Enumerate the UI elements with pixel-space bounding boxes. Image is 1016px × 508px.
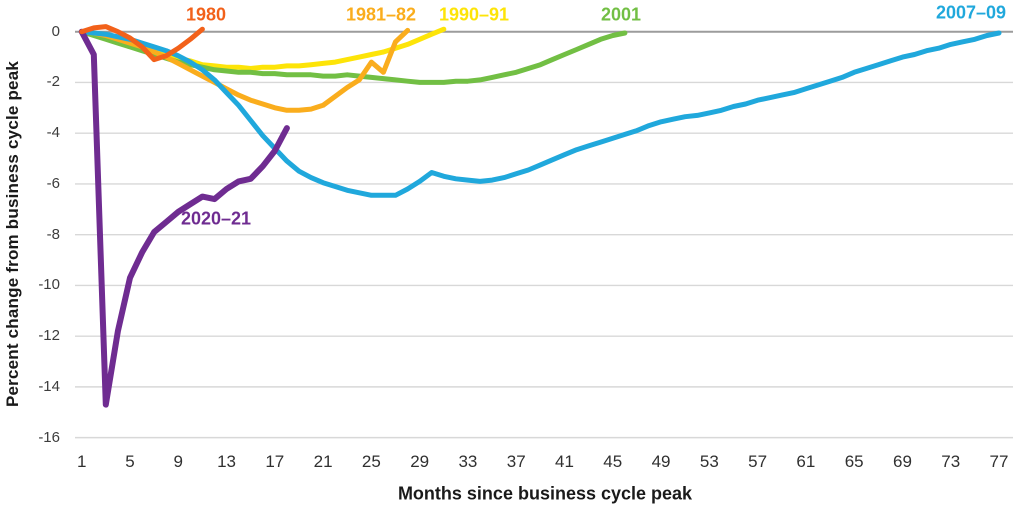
series-label-2020-21: 2020–21 [180, 208, 252, 229]
x-tick-label: 61 [796, 452, 816, 471]
x-tick-label: 65 [844, 452, 864, 471]
x-tick-label: 17 [265, 452, 285, 471]
series-label-2001: 2001 [600, 4, 642, 25]
x-tick-label: 33 [458, 452, 478, 471]
series-line-2020-21 [78, 28, 290, 408]
series-label-1990-91: 1990–91 [438, 4, 510, 25]
series-label-1980: 1980 [185, 4, 227, 25]
x-tick-label: 77 [989, 452, 1009, 471]
x-tick-label: 1 [76, 452, 87, 471]
y-tick-label: -2 [46, 73, 60, 91]
series-label-2007-09: 2007–09 [935, 2, 1007, 23]
y-tick-label: -6 [46, 174, 60, 192]
y-tick-label: -4 [46, 124, 60, 142]
x-tick-label: 49 [651, 452, 671, 471]
series-line-2007-09 [79, 29, 1002, 198]
y-tick-label: -10 [38, 276, 60, 294]
x-tick-label: 45 [603, 452, 623, 471]
y-tick-label: -16 [38, 428, 60, 446]
x-tick-label: 53 [699, 452, 719, 471]
y-tick-label: -8 [46, 225, 60, 243]
series-label-1981-82: 1981–82 [345, 4, 417, 25]
x-tick-label: 5 [125, 452, 135, 471]
x-tick-label: 69 [892, 452, 912, 471]
y-tick-label: -14 [38, 377, 60, 395]
x-tick-label: 73 [941, 452, 961, 471]
x-tick-label: 29 [410, 452, 430, 471]
y-tick-label: -12 [38, 327, 60, 345]
x-tick-label: 21 [313, 452, 333, 471]
x-tick-label: 57 [748, 452, 768, 471]
x-tick-label: 37 [506, 452, 526, 471]
y-tick-label: 0 [51, 22, 60, 40]
x-tick-label: 25 [361, 452, 381, 471]
x-tick-label: 41 [555, 452, 574, 471]
x-tick-label: 9 [173, 452, 183, 471]
x-axis-title: Months since business cycle peak [397, 483, 693, 504]
x-tick-label: 13 [217, 452, 236, 471]
series-line-1980 [79, 24, 205, 63]
